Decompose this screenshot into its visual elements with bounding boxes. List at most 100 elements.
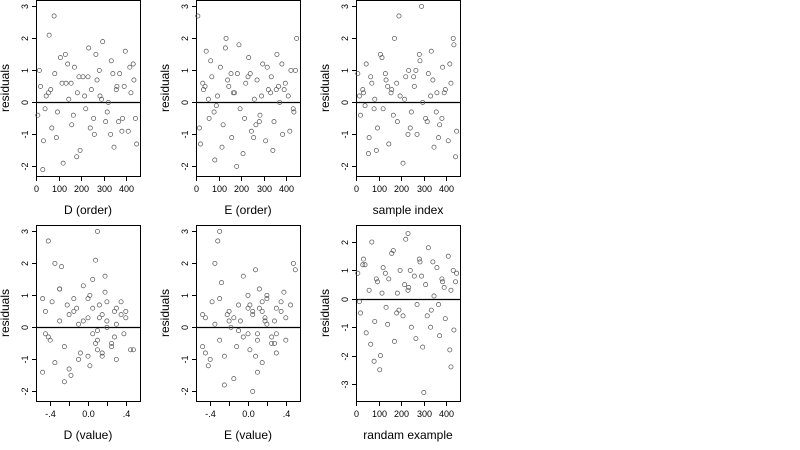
data-point <box>257 112 263 118</box>
data-point <box>85 296 91 302</box>
data-point <box>433 109 439 115</box>
data-point <box>71 308 77 314</box>
data-point <box>226 83 232 89</box>
data-point <box>451 327 457 333</box>
data-point <box>411 83 417 89</box>
y-axis-title: residuals <box>0 64 12 112</box>
data-point <box>377 353 383 359</box>
x-tick-label: 0 <box>354 409 359 419</box>
y-axis-title: residuals <box>158 64 172 112</box>
data-point <box>369 239 375 245</box>
data-point <box>420 99 426 105</box>
data-point <box>209 299 215 305</box>
data-point <box>219 144 225 150</box>
data-point <box>256 286 262 292</box>
data-point <box>237 318 243 324</box>
data-point <box>217 64 223 70</box>
x-tick-label: 200 <box>394 409 409 419</box>
data-point <box>271 119 277 125</box>
data-point <box>234 71 240 77</box>
y-tick-label: -1 <box>20 355 30 363</box>
data-point <box>40 167 46 173</box>
data-point <box>417 58 423 64</box>
data-point <box>83 106 89 112</box>
data-point <box>362 103 368 109</box>
data-point <box>222 45 228 51</box>
data-point <box>90 331 96 337</box>
data-point <box>439 276 445 282</box>
data-point <box>51 13 57 19</box>
data-point <box>203 315 208 321</box>
y-tick-label: -2 <box>180 387 190 395</box>
data-point <box>440 279 446 285</box>
y-tick-label: 0 <box>20 100 30 105</box>
data-point <box>405 287 411 293</box>
data-point <box>405 131 411 137</box>
data-point <box>49 125 55 131</box>
scatter-panel-2: 0 100 200 300 400 -2 -1 0 1 2 3 E (order) residuals <box>158 0 301 217</box>
data-point <box>117 71 123 77</box>
x-tick-label: 0 <box>354 184 359 194</box>
scatter-panel-5: -.4 0.0 .4 -2 -1 0 1 2 3 E (value) residuals <box>158 225 301 442</box>
y-tick-label: 3 <box>340 4 350 9</box>
data-point <box>407 267 413 273</box>
data-point <box>221 382 227 388</box>
data-point <box>102 273 108 279</box>
data-point <box>380 265 386 271</box>
data-point <box>105 99 111 105</box>
data-point <box>365 151 371 157</box>
data-point <box>442 316 448 322</box>
data-point <box>383 77 389 83</box>
data-point <box>428 93 434 99</box>
data-point <box>85 353 91 359</box>
data-point <box>57 318 63 324</box>
y-tick-label: 3 <box>20 229 30 234</box>
data-point <box>226 318 232 324</box>
data-point <box>356 93 362 99</box>
y-tick-label: 0 <box>20 325 30 330</box>
x-tick-label: 0.0 <box>82 409 95 419</box>
data-point <box>200 344 206 350</box>
data-point <box>255 337 260 343</box>
data-point <box>292 267 298 273</box>
data-point <box>251 135 257 141</box>
data-point <box>411 273 417 279</box>
data-point <box>76 356 81 362</box>
data-point <box>109 344 115 350</box>
data-point <box>196 125 202 131</box>
data-point <box>120 115 126 121</box>
data-point <box>229 135 235 141</box>
data-point <box>228 71 234 77</box>
data-point <box>70 112 76 118</box>
data-point <box>123 315 129 321</box>
data-point <box>108 58 114 64</box>
data-point <box>259 93 265 99</box>
data-point <box>246 55 252 61</box>
data-point <box>247 71 253 77</box>
plot-frame <box>196 225 301 402</box>
data-point <box>425 245 431 251</box>
data-point <box>118 299 124 305</box>
x-tick-label: 100 <box>52 184 67 194</box>
data-point <box>87 363 93 369</box>
data-point <box>390 112 396 118</box>
data-point <box>405 231 411 236</box>
y-tick-label: 1 <box>20 293 30 298</box>
data-point <box>245 305 251 311</box>
data-point <box>66 96 72 102</box>
data-point <box>220 122 226 128</box>
data-point <box>290 260 296 266</box>
data-point <box>441 285 447 290</box>
y-tick-label: 1 <box>340 68 350 73</box>
data-point <box>440 64 446 70</box>
data-point <box>90 305 96 311</box>
data-point <box>283 337 289 343</box>
data-point <box>108 131 114 137</box>
data-point <box>59 264 64 270</box>
data-point <box>230 90 236 96</box>
data-point <box>95 328 100 334</box>
data-point <box>262 315 268 321</box>
y-tick-label: 3 <box>180 4 190 9</box>
data-point <box>243 80 249 86</box>
